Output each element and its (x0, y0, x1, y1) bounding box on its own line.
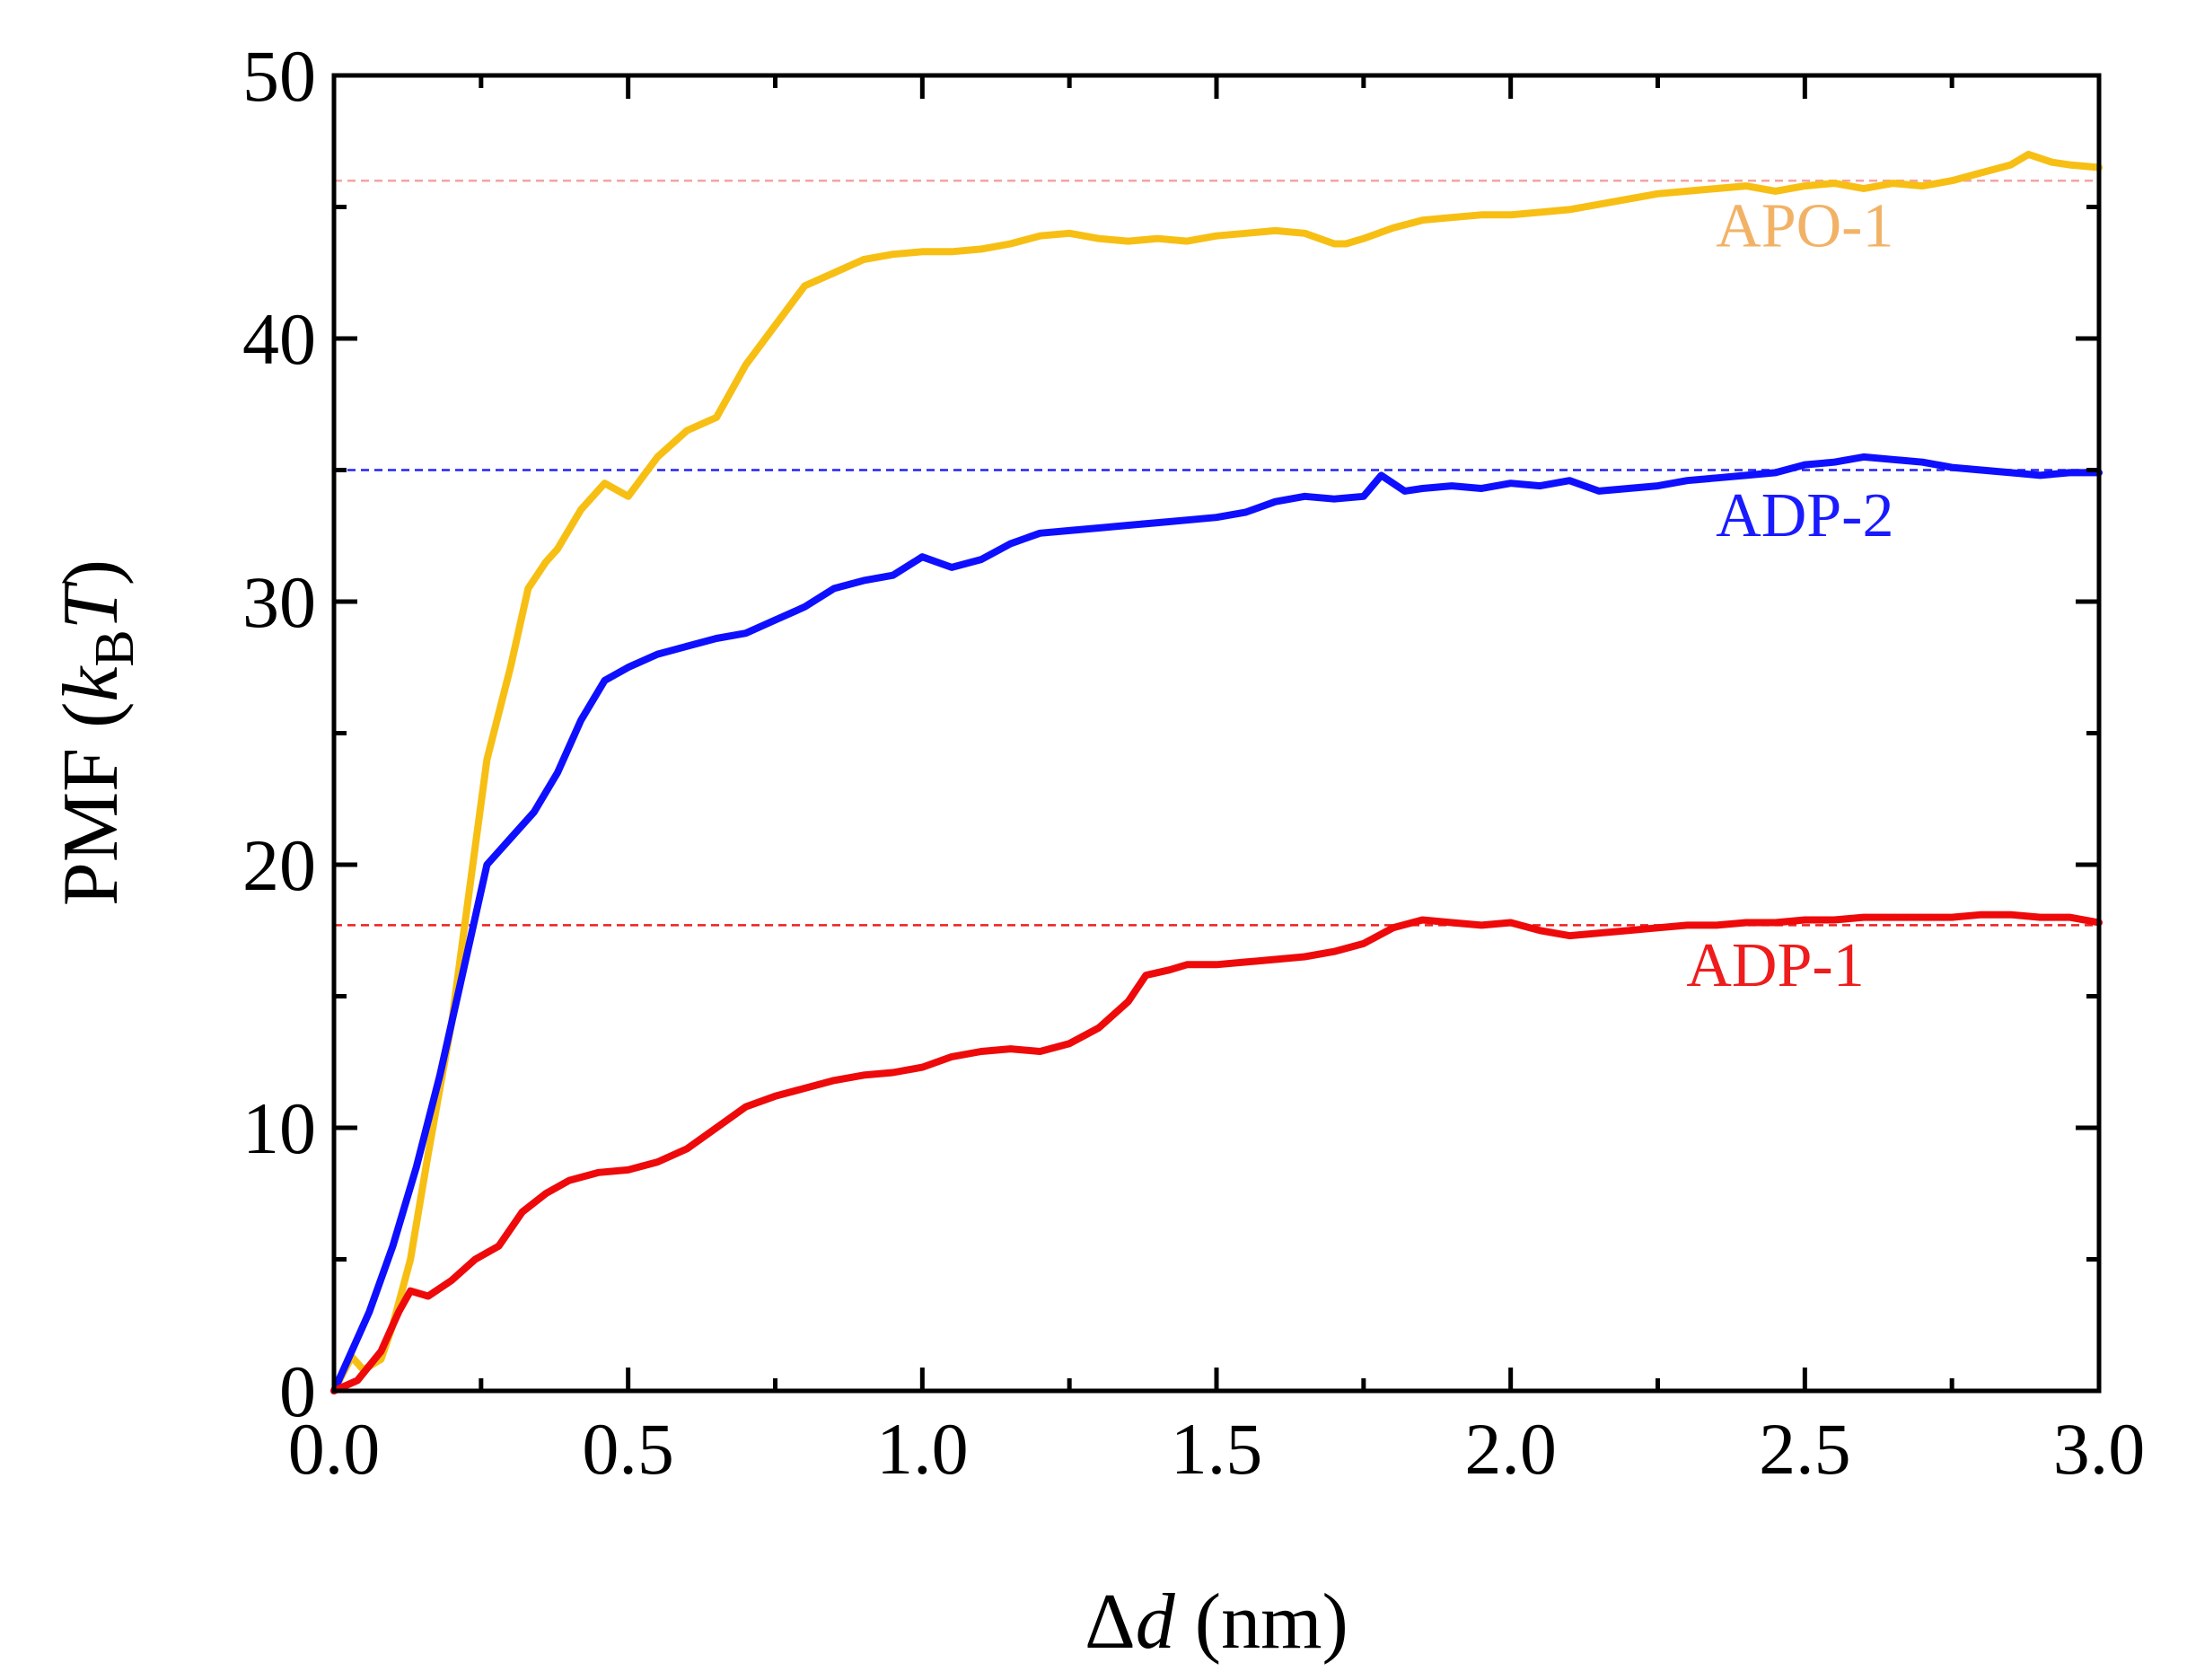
x-axis-title: Δd (nm) (1085, 1579, 1348, 1666)
series-label-adp-1: ADP-1 (1686, 931, 1864, 1000)
y-tick-label: 10 (242, 1087, 316, 1169)
y-tick-label: 40 (242, 298, 316, 380)
x-tick-label: 0.0 (288, 1408, 381, 1490)
y-axis-title: PMF (kBT) (48, 559, 145, 906)
series-lines (330, 150, 2103, 1394)
y-tick-label: 0 (279, 1350, 316, 1432)
series-label-apo-1: APO-1 (1716, 191, 1893, 260)
x-tick-label: 3.0 (2053, 1408, 2146, 1490)
axis-ticks (331, 73, 2102, 1394)
series-labels: APO-1 ADP-2 ADP-1 (1686, 191, 1893, 999)
x-tick-label: 2.0 (1464, 1408, 1557, 1490)
series-line-adp-1 (330, 910, 2103, 1394)
x-tick-label: 2.5 (1759, 1408, 1851, 1490)
y-tick-label: 20 (242, 824, 316, 906)
axis-tick-labels: 0.0 0.5 1.0 1.5 2.0 2.5 3.0 0 10 20 30 40 50 (242, 35, 2145, 1490)
x-tick-label: 1.0 (876, 1408, 969, 1490)
y-tick-label: 30 (242, 561, 316, 643)
reference-lines (334, 179, 2099, 927)
series-line-apo-1 (330, 150, 2103, 1394)
series-label-adp-2: ADP-2 (1716, 481, 1893, 550)
series-line-adp-2 (330, 453, 2103, 1394)
x-tick-label: 0.5 (582, 1408, 674, 1490)
x-tick-label: 1.5 (1171, 1408, 1263, 1490)
y-tick-label: 50 (242, 35, 316, 117)
